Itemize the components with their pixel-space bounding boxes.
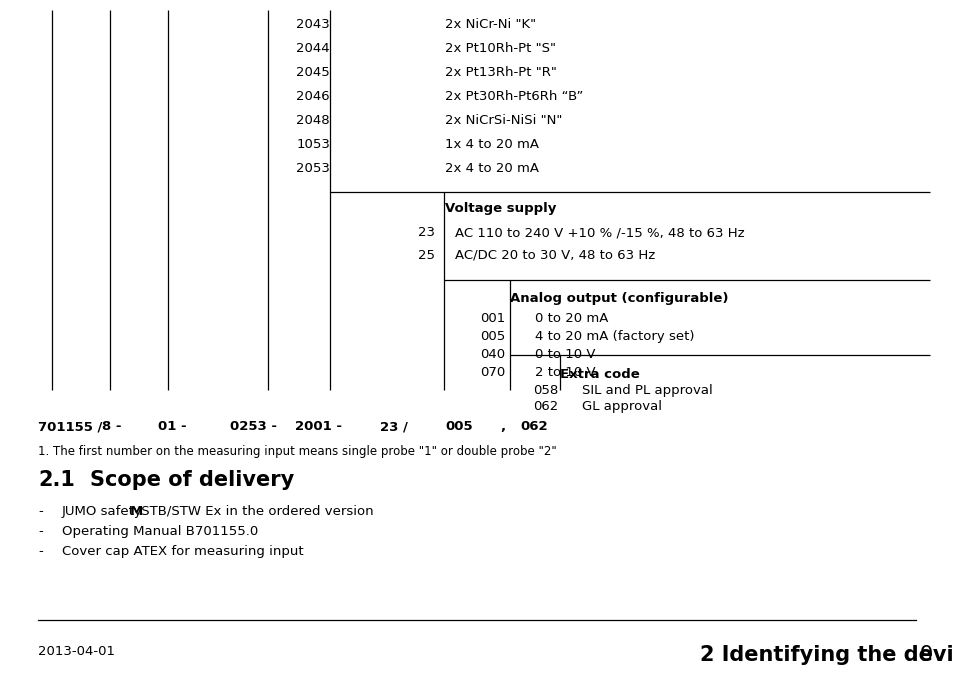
Text: AC 110 to 240 V +10 % /-15 %, 48 to 63 Hz: AC 110 to 240 V +10 % /-15 %, 48 to 63 H… — [455, 226, 744, 239]
Text: 2046: 2046 — [296, 90, 330, 103]
Text: 070: 070 — [479, 366, 504, 379]
Text: 2x 4 to 20 mA: 2x 4 to 20 mA — [444, 162, 538, 175]
Text: 2013-04-01: 2013-04-01 — [38, 645, 115, 658]
Text: STB/STW Ex in the ordered version: STB/STW Ex in the ordered version — [137, 505, 374, 518]
Text: -: - — [38, 545, 43, 558]
Text: 701155 /: 701155 / — [38, 420, 102, 433]
Text: 0 to 10 V: 0 to 10 V — [535, 348, 595, 361]
Text: 2x Pt13Rh-Pt "R": 2x Pt13Rh-Pt "R" — [444, 66, 557, 79]
Text: 1053: 1053 — [295, 138, 330, 151]
Text: GL approval: GL approval — [581, 400, 661, 413]
Text: 062: 062 — [532, 400, 558, 413]
Text: SIL and PL approval: SIL and PL approval — [581, 384, 712, 397]
Text: Voltage supply: Voltage supply — [444, 202, 556, 215]
Text: 001: 001 — [479, 312, 504, 325]
Text: 23: 23 — [417, 226, 435, 239]
Text: 4 to 20 mA (factory set): 4 to 20 mA (factory set) — [535, 330, 694, 343]
Text: 058: 058 — [532, 384, 558, 397]
Text: 2x NiCrSi-NiSi "N": 2x NiCrSi-NiSi "N" — [444, 114, 561, 127]
Text: ,: , — [499, 420, 504, 433]
Text: 1. The first number on the measuring input means single probe "1" or double prob: 1. The first number on the measuring inp… — [38, 445, 557, 458]
Text: 0 to 20 mA: 0 to 20 mA — [535, 312, 608, 325]
Text: Operating Manual B701155.0: Operating Manual B701155.0 — [62, 525, 258, 538]
Text: JUMO safety: JUMO safety — [62, 505, 143, 518]
Text: Cover cap ATEX for measuring input: Cover cap ATEX for measuring input — [62, 545, 303, 558]
Text: 2001 -: 2001 - — [294, 420, 341, 433]
Text: 0253 -: 0253 - — [230, 420, 276, 433]
Text: Scope of delivery: Scope of delivery — [90, 470, 294, 490]
Text: 040: 040 — [479, 348, 504, 361]
Text: 9: 9 — [919, 645, 932, 665]
Text: 2053: 2053 — [295, 162, 330, 175]
Text: 2045: 2045 — [296, 66, 330, 79]
Text: 2x NiCr-Ni "K": 2x NiCr-Ni "K" — [444, 18, 536, 31]
Text: 062: 062 — [519, 420, 547, 433]
Text: 005: 005 — [479, 330, 504, 343]
Text: 8 -: 8 - — [102, 420, 121, 433]
Text: 2044: 2044 — [296, 42, 330, 55]
Text: 2x Pt30Rh-Pt6Rh “B”: 2x Pt30Rh-Pt6Rh “B” — [444, 90, 583, 103]
Text: 25: 25 — [417, 249, 435, 262]
Text: 2048: 2048 — [296, 114, 330, 127]
Text: Analog output (configurable): Analog output (configurable) — [510, 292, 728, 305]
Text: M: M — [130, 505, 143, 518]
Text: 1x 4 to 20 mA: 1x 4 to 20 mA — [444, 138, 538, 151]
Text: 2x Pt10Rh-Pt "S": 2x Pt10Rh-Pt "S" — [444, 42, 556, 55]
Text: 2 to 10 V: 2 to 10 V — [535, 366, 595, 379]
Text: -: - — [38, 525, 43, 538]
Text: 01 -: 01 - — [158, 420, 187, 433]
Text: 23 /: 23 / — [379, 420, 408, 433]
Text: 2.1: 2.1 — [38, 470, 74, 490]
Text: 2043: 2043 — [296, 18, 330, 31]
Text: 005: 005 — [444, 420, 472, 433]
Text: 2 Identifying the device version: 2 Identifying the device version — [700, 645, 953, 665]
Text: AC/DC 20 to 30 V, 48 to 63 Hz: AC/DC 20 to 30 V, 48 to 63 Hz — [455, 249, 655, 262]
Text: Extra code: Extra code — [559, 368, 639, 381]
Text: -: - — [38, 505, 43, 518]
